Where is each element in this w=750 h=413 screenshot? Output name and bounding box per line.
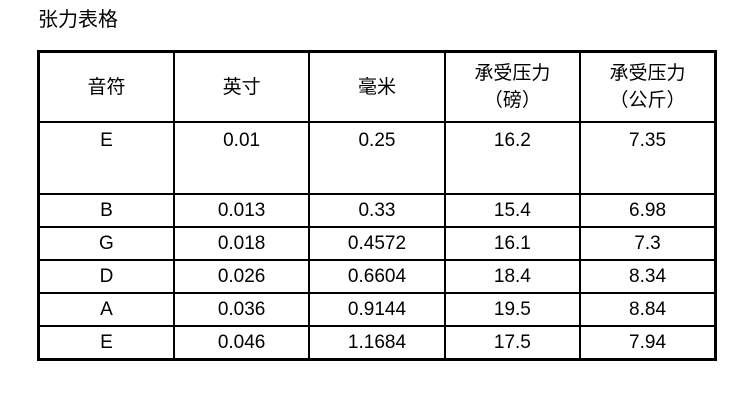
cell-millimeters: 0.33 <box>308 193 446 228</box>
column-header-line: 英寸 <box>222 76 261 98</box>
cell-pressure-kilograms: 8.84 <box>579 292 717 327</box>
table-row: A 0.036 0.9144 19.5 8.84 <box>37 292 717 327</box>
column-header-inches: 英寸 <box>172 50 311 123</box>
cell-pressure-pounds: 18.4 <box>443 259 582 294</box>
cell-pressure-pounds: 17.5 <box>443 325 582 361</box>
column-header-line: 承受压力 <box>609 63 686 84</box>
column-header-pressure-kilograms: 承受压力 （公斤） <box>579 50 717 123</box>
cell-pressure-kilograms: 7.35 <box>579 121 717 195</box>
cell-inches: 0.046 <box>172 325 311 361</box>
column-header-line: （公斤） <box>609 90 686 111</box>
cell-pressure-kilograms: 7.94 <box>579 325 717 361</box>
table-row: B 0.013 0.33 15.4 6.98 <box>37 193 717 228</box>
column-header-note: 音符 <box>37 50 175 123</box>
cell-note: E <box>37 121 175 195</box>
page-title: 张力表格 <box>38 9 118 31</box>
cell-note: D <box>37 259 175 294</box>
cell-pressure-kilograms: 8.34 <box>579 259 717 294</box>
cell-pressure-kilograms: 7.3 <box>579 226 717 261</box>
table-row: E 0.046 1.1684 17.5 7.94 <box>37 325 717 361</box>
cell-millimeters: 0.9144 <box>308 292 446 327</box>
cell-note: B <box>37 193 175 228</box>
cell-millimeters: 0.25 <box>308 121 446 195</box>
column-header-line: 承受压力 <box>474 63 551 84</box>
column-header-millimeters: 毫米 <box>308 50 446 123</box>
cell-note: A <box>37 292 175 327</box>
cell-millimeters: 0.6604 <box>308 259 446 294</box>
cell-inches: 0.01 <box>172 121 311 195</box>
cell-millimeters: 0.4572 <box>308 226 446 261</box>
cell-note: G <box>37 226 175 261</box>
column-header-pressure-pounds: 承受压力 （磅） <box>443 50 582 123</box>
cell-inches: 0.026 <box>172 259 311 294</box>
table-row: G 0.018 0.4572 16.1 7.3 <box>37 226 717 261</box>
column-header-line: 毫米 <box>357 76 396 98</box>
table-header: 音符 英寸 毫米 承受压力 （磅） 承受压力 （公斤） <box>37 50 717 123</box>
cell-inches: 0.013 <box>172 193 311 228</box>
cell-pressure-pounds: 15.4 <box>443 193 582 228</box>
cell-pressure-pounds: 16.1 <box>443 226 582 261</box>
table-row: D 0.026 0.6604 18.4 8.34 <box>37 259 717 294</box>
tension-table: 音符 英寸 毫米 承受压力 （磅） 承受压力 （公斤） E 0.01 0.25 16.2 7.35 B… <box>37 50 717 361</box>
cell-inches: 0.036 <box>172 292 311 327</box>
cell-pressure-pounds: 16.2 <box>443 121 582 195</box>
cell-note: E <box>37 325 175 361</box>
cell-pressure-kilograms: 6.98 <box>579 193 717 228</box>
table-row: E 0.01 0.25 16.2 7.35 <box>37 121 717 195</box>
cell-millimeters: 1.1684 <box>308 325 446 361</box>
column-header-line: （磅） <box>483 90 541 111</box>
table-header-row: 音符 英寸 毫米 承受压力 （磅） 承受压力 （公斤） <box>37 50 717 123</box>
cell-pressure-pounds: 19.5 <box>443 292 582 327</box>
cell-inches: 0.018 <box>172 226 311 261</box>
column-header-line: 音符 <box>87 76 126 98</box>
table-body: E 0.01 0.25 16.2 7.35 B 0.013 0.33 15.4 6.98 G 0.01… <box>37 121 717 361</box>
